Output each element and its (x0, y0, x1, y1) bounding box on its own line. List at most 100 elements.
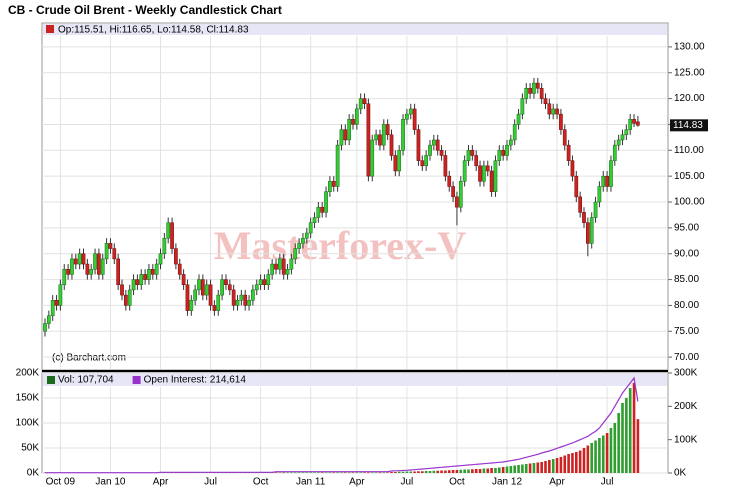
candle-body (247, 300, 251, 306)
volume-bar (575, 452, 578, 473)
candle-body (343, 129, 348, 141)
candle-body (281, 258, 286, 275)
candle-body (239, 294, 244, 301)
candle-body (97, 253, 101, 275)
y-tick-label: 130.00 (674, 42, 705, 53)
candle-body (135, 279, 140, 286)
candle-body (520, 98, 525, 115)
volume-bar (594, 440, 597, 473)
volume-bar (401, 471, 405, 473)
candle-body (532, 82, 536, 94)
volume-bar (628, 388, 632, 473)
volume-bar (347, 472, 351, 473)
candle-body (455, 196, 459, 208)
x-tick-label: Jul (601, 477, 614, 488)
y-tick-label: 85.00 (674, 274, 699, 285)
candle-body (501, 150, 505, 156)
volume-bar (417, 471, 420, 473)
candle-body (555, 108, 559, 115)
candle-body (489, 170, 494, 192)
candle-body (93, 253, 97, 270)
candle-body (324, 191, 328, 213)
y-tick-label: 105.00 (674, 171, 705, 182)
volume-bar (544, 461, 547, 473)
candle-body (335, 144, 340, 187)
volume-bar (521, 464, 524, 473)
candle-body (50, 300, 55, 317)
candle-body (220, 279, 224, 296)
candle-body (316, 206, 321, 218)
volume-bar (601, 435, 605, 473)
candle-body (616, 139, 621, 146)
candle-body (378, 134, 382, 146)
candle-body (289, 258, 294, 270)
candle-body (154, 263, 159, 275)
volume-bar (344, 472, 347, 473)
candle-body (54, 300, 59, 306)
candle-body (485, 165, 490, 172)
candle-body (432, 139, 436, 146)
candle-body (535, 82, 540, 89)
candle-body (482, 165, 486, 182)
volume-bar (598, 438, 601, 473)
volume-bar (390, 472, 393, 473)
volume-bar (455, 470, 459, 473)
volume-bar (505, 466, 509, 473)
candle-body (462, 160, 467, 182)
candle-body (124, 294, 128, 306)
volume-bar (301, 472, 305, 473)
volume-bar (424, 471, 428, 473)
candle-body (524, 88, 529, 99)
candle-body (439, 150, 444, 156)
volume-bar (498, 467, 501, 473)
candle-body (385, 124, 390, 136)
candle-body (204, 284, 209, 296)
y-tick-label: 200K (16, 368, 40, 379)
candle-body (104, 243, 109, 260)
legend-bar (43, 24, 667, 35)
candle-body (251, 289, 255, 301)
candle-body (266, 274, 271, 286)
candle-body (424, 155, 428, 167)
legend-text: Op:115.51, Hi:116.65, Lo:114.58, Cl:114.… (58, 25, 249, 36)
last-price-label: 114.83 (673, 120, 703, 131)
volume-bar (305, 472, 309, 473)
candle-body (162, 237, 167, 254)
volume-bar (332, 472, 336, 473)
volume-bar (386, 472, 389, 473)
volume-bar (555, 458, 559, 473)
volume-bar (540, 462, 543, 473)
volume-bar (405, 471, 409, 473)
candle-body (478, 165, 482, 182)
candle-body (370, 139, 375, 177)
candle-body (562, 129, 567, 146)
candle-body (301, 237, 305, 244)
legend-swatch (47, 376, 55, 384)
candle-body (497, 150, 502, 161)
candle-body (466, 150, 471, 161)
volume-bar (609, 428, 613, 473)
y-tick-label: 120.00 (674, 93, 705, 104)
x-tick-label: Oct (449, 477, 465, 488)
volume-bar (567, 454, 570, 473)
candle-body (274, 263, 278, 270)
candle-body (505, 144, 509, 156)
volume-bar (428, 471, 432, 473)
volume-bar (586, 445, 590, 473)
candle-body (243, 294, 248, 306)
y-tick-label: 70.00 (674, 352, 699, 363)
volume-bar (359, 472, 362, 473)
candle-body (362, 98, 367, 105)
volume-bar (513, 465, 516, 473)
y2-tick-label: 300K (674, 368, 698, 379)
candle-body (201, 279, 205, 296)
candle-body (58, 284, 63, 306)
candle-body (166, 222, 171, 239)
candle-body (131, 279, 136, 291)
volume-bar (282, 472, 285, 473)
volume-bar (474, 469, 478, 473)
candle-body (177, 263, 182, 275)
candle-body (416, 129, 421, 161)
y-tick-label: 50K (21, 443, 39, 454)
